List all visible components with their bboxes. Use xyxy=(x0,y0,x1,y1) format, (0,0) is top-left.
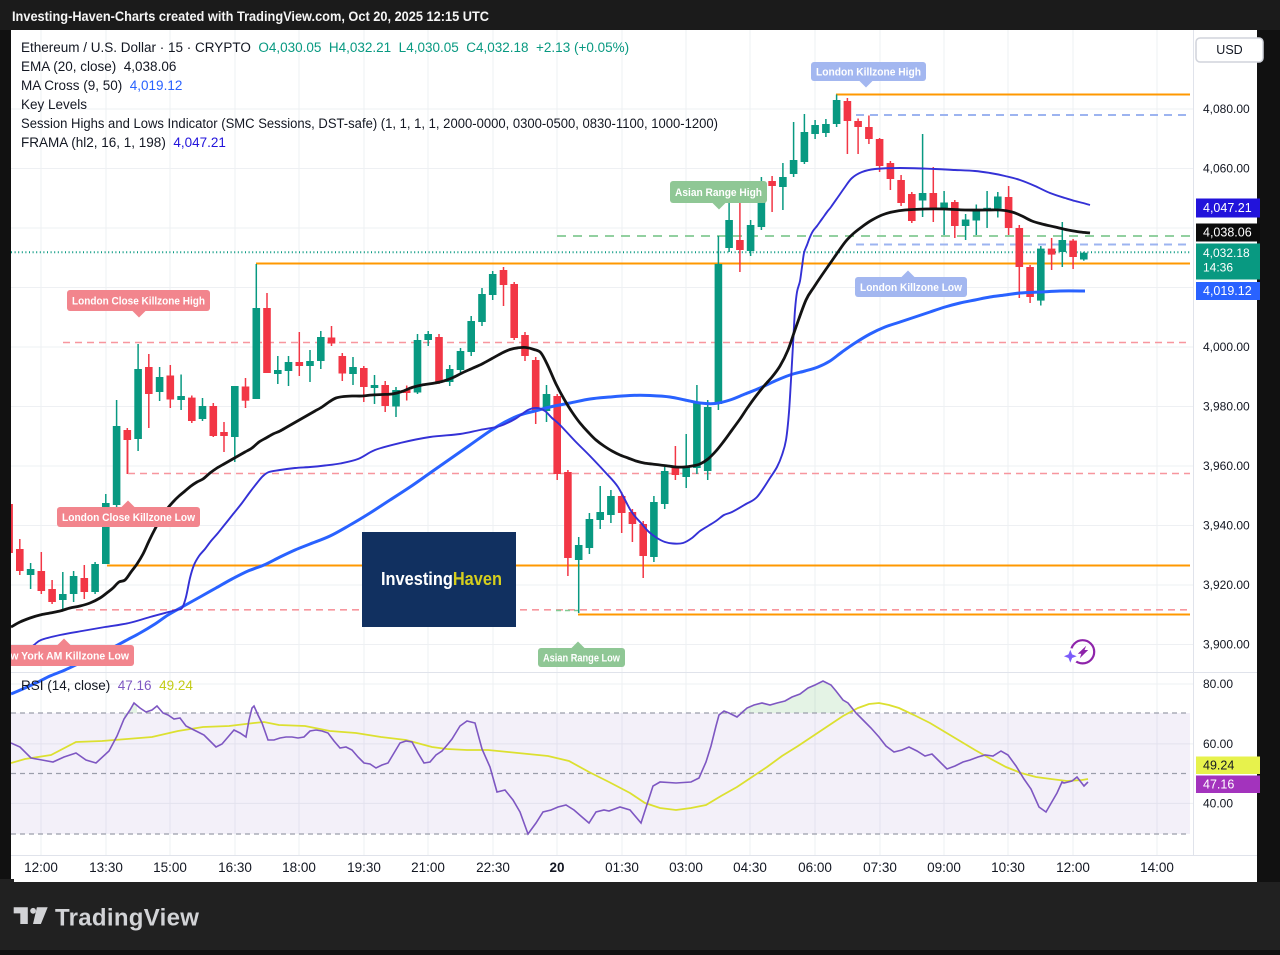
svg-text:FRAMA (hl2, 16, 1, 198) 4,047: FRAMA (hl2, 16, 1, 198) 4,047.21 xyxy=(21,135,226,150)
svg-text:4,060.00: 4,060.00 xyxy=(1203,162,1250,176)
svg-text:16:30: 16:30 xyxy=(218,860,252,875)
svg-text:London Killzone Low: London Killzone Low xyxy=(860,282,962,294)
svg-text:3,900.00: 3,900.00 xyxy=(1203,638,1250,652)
svg-text:MA Cross (9, 50) 4,019.12: MA Cross (9, 50) 4,019.12 xyxy=(21,78,182,93)
svg-text:3,980.00: 3,980.00 xyxy=(1203,400,1250,414)
svg-text:RSI (14, close) 47.16 49.24: RSI (14, close) 47.16 49.24 xyxy=(21,678,193,693)
svg-text:4,047.21: 4,047.21 xyxy=(1203,201,1252,215)
svg-text:06:00: 06:00 xyxy=(798,860,832,875)
svg-text:80.00: 80.00 xyxy=(1203,677,1233,691)
svg-text:Asian Range High: Asian Range High xyxy=(675,187,762,199)
svg-text:4,080.00: 4,080.00 xyxy=(1203,102,1250,116)
svg-text:40.00: 40.00 xyxy=(1203,797,1233,811)
svg-text:03:00: 03:00 xyxy=(669,860,703,875)
svg-text:Key Levels: Key Levels xyxy=(21,97,87,112)
svg-text:07:30: 07:30 xyxy=(863,860,897,875)
svg-text:18:00: 18:00 xyxy=(282,860,316,875)
svg-text:Investing-Haven-Charts created: Investing-Haven-Charts created with Trad… xyxy=(12,9,489,24)
svg-text:10:30: 10:30 xyxy=(991,860,1025,875)
svg-text:4,032.18: 4,032.18 xyxy=(1203,246,1250,260)
svg-text:EMA (20, close) 4,038.06: EMA (20, close) 4,038.06 xyxy=(21,59,176,74)
svg-text:12:00: 12:00 xyxy=(1056,860,1090,875)
svg-text:Ethereum / U.S. Dollar · 15 ·: Ethereum / U.S. Dollar · 15 · CRYPTO O4,… xyxy=(21,40,629,55)
svg-text:19:30: 19:30 xyxy=(347,860,381,875)
svg-text:15:00: 15:00 xyxy=(153,860,187,875)
svg-text:3,920.00: 3,920.00 xyxy=(1203,578,1250,592)
svg-text:InvestingHaven: InvestingHaven xyxy=(381,569,502,589)
svg-text:20: 20 xyxy=(549,860,564,875)
svg-text:London Killzone High: London Killzone High xyxy=(816,67,921,79)
svg-text:London Close Killzone High: London Close Killzone High xyxy=(72,296,205,308)
svg-text:13:30: 13:30 xyxy=(89,860,123,875)
svg-text:New York AM Killzone Low: New York AM Killzone Low xyxy=(0,651,129,663)
svg-text:22:30: 22:30 xyxy=(476,860,510,875)
svg-text:3,960.00: 3,960.00 xyxy=(1203,459,1250,473)
svg-text:USD: USD xyxy=(1216,43,1242,57)
svg-text:60.00: 60.00 xyxy=(1203,737,1233,751)
svg-text:4,038.06: 4,038.06 xyxy=(1203,226,1252,240)
svg-text:TradingView: TradingView xyxy=(55,905,199,932)
svg-text:4,019.12: 4,019.12 xyxy=(1203,284,1252,298)
svg-text:4,000.00: 4,000.00 xyxy=(1203,340,1250,354)
svg-text:09:00: 09:00 xyxy=(927,860,961,875)
svg-text:London Close Killzone Low: London Close Killzone Low xyxy=(62,512,195,524)
svg-text:14:00: 14:00 xyxy=(1140,860,1174,875)
svg-text:04:30: 04:30 xyxy=(733,860,767,875)
svg-text:12:00: 12:00 xyxy=(24,860,58,875)
svg-text:Asian Range Low: Asian Range Low xyxy=(543,653,620,665)
svg-text:01:30: 01:30 xyxy=(605,860,639,875)
svg-text:21:00: 21:00 xyxy=(411,860,445,875)
svg-text:14:36: 14:36 xyxy=(1203,261,1233,275)
svg-text:3,940.00: 3,940.00 xyxy=(1203,519,1250,533)
svg-text:49.24: 49.24 xyxy=(1203,759,1234,773)
svg-text:47.16: 47.16 xyxy=(1203,778,1234,792)
svg-text:Session Highs and Lows Indicat: Session Highs and Lows Indicator (SMC Se… xyxy=(21,116,718,131)
